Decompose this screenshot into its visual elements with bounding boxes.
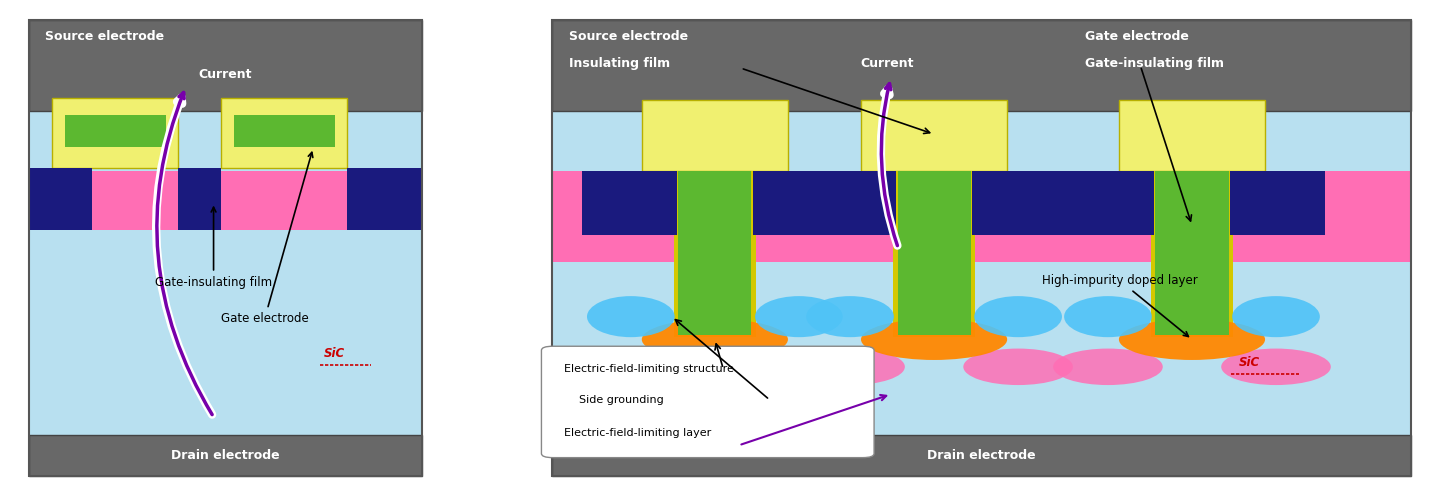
Text: Electric-field-limiting layer: Electric-field-limiting layer: [564, 428, 711, 438]
Ellipse shape: [963, 349, 1073, 385]
Ellipse shape: [795, 349, 904, 385]
Bar: [29, 171, 422, 230]
Bar: [65, 115, 166, 147]
Bar: [29, 20, 422, 111]
Bar: [972, 171, 1067, 234]
Bar: [552, 20, 1411, 476]
Bar: [678, 171, 752, 335]
Bar: [222, 98, 347, 168]
Ellipse shape: [1221, 349, 1331, 385]
Text: High-impurity doped layer: High-impurity doped layer: [1041, 274, 1197, 337]
Bar: [1155, 171, 1228, 335]
Ellipse shape: [975, 296, 1061, 337]
Text: Electric-field-limiting structure: Electric-field-limiting structure: [564, 364, 734, 374]
Ellipse shape: [1233, 296, 1320, 337]
Text: Drain electrode: Drain electrode: [927, 449, 1035, 462]
Bar: [674, 171, 756, 337]
Ellipse shape: [1064, 296, 1152, 337]
Bar: [552, 102, 1411, 435]
Text: Source electrode: Source electrode: [569, 30, 688, 43]
Bar: [552, 435, 1411, 476]
Text: Current: Current: [199, 69, 252, 81]
Ellipse shape: [642, 319, 788, 360]
Bar: [29, 20, 422, 476]
Text: Drain electrode: Drain electrode: [171, 449, 279, 462]
Bar: [1230, 171, 1325, 234]
Text: SiC: SiC: [324, 347, 344, 360]
Ellipse shape: [744, 349, 854, 385]
Bar: [52, 98, 179, 168]
Bar: [235, 115, 334, 147]
Bar: [29, 435, 422, 476]
Ellipse shape: [576, 349, 685, 385]
Text: Gate-insulating film: Gate-insulating film: [156, 207, 272, 289]
Bar: [893, 171, 975, 337]
Text: Current: Current: [860, 57, 913, 70]
Bar: [179, 168, 222, 230]
FancyBboxPatch shape: [541, 346, 874, 458]
Text: SiC: SiC: [1240, 356, 1260, 369]
Ellipse shape: [588, 296, 675, 337]
Bar: [552, 171, 1411, 262]
Bar: [642, 100, 788, 171]
Text: Side grounding: Side grounding: [579, 395, 664, 405]
Text: Source electrode: Source electrode: [45, 30, 164, 43]
Text: Gate electrode: Gate electrode: [220, 152, 312, 325]
Ellipse shape: [1053, 349, 1162, 385]
Bar: [897, 171, 971, 335]
Ellipse shape: [1119, 319, 1266, 360]
Bar: [29, 168, 92, 230]
Bar: [347, 168, 422, 230]
Text: Gate electrode: Gate electrode: [1084, 30, 1188, 43]
Text: Insulating film: Insulating film: [569, 57, 670, 70]
Bar: [582, 171, 677, 234]
Bar: [1119, 100, 1266, 171]
Bar: [861, 100, 1007, 171]
Bar: [1058, 171, 1153, 234]
Bar: [29, 102, 422, 435]
Ellipse shape: [861, 319, 1007, 360]
Bar: [753, 171, 848, 234]
Ellipse shape: [755, 296, 842, 337]
Ellipse shape: [806, 296, 894, 337]
Bar: [801, 171, 896, 234]
Bar: [552, 20, 1411, 111]
Text: Gate-insulating film: Gate-insulating film: [1084, 57, 1224, 70]
Bar: [1151, 171, 1233, 337]
